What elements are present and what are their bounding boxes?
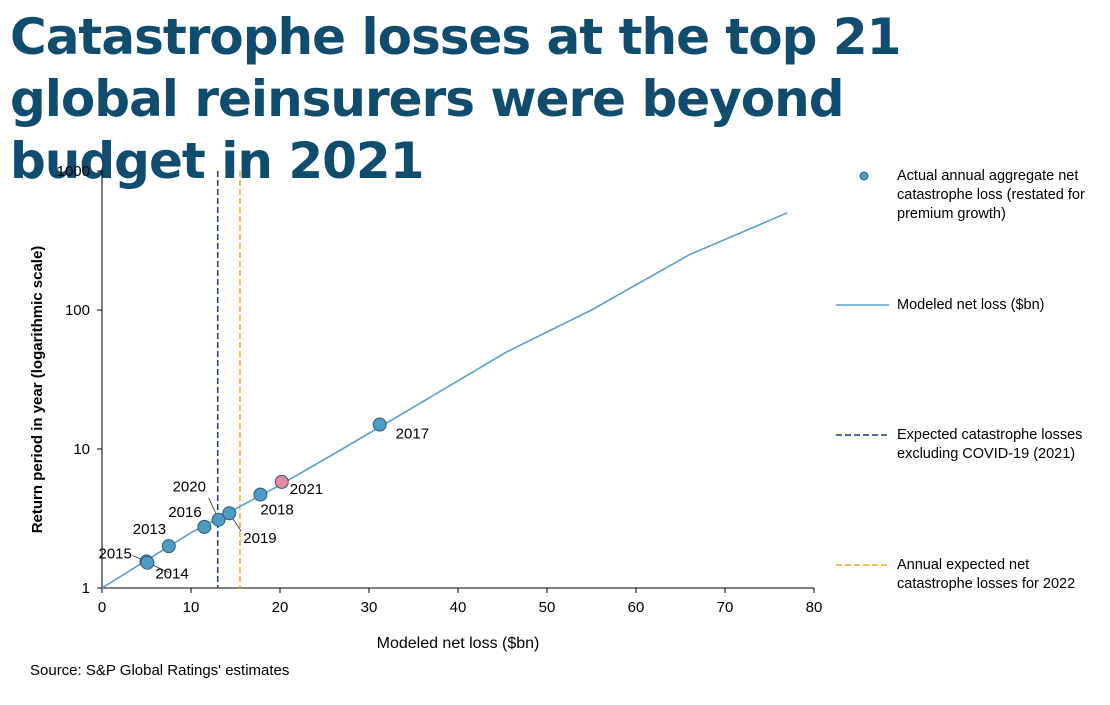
x-tick-label: 10 — [183, 599, 200, 616]
data-point-2016 — [197, 519, 212, 534]
x-tick-label: 30 — [361, 599, 378, 616]
x-tick-label: 20 — [272, 599, 289, 616]
data-point-2019 — [222, 506, 237, 521]
legend-points-label: Actual annual aggregate net catastrophe … — [897, 168, 1085, 222]
data-point-2013 — [161, 539, 176, 554]
point-label-2013: 2013 — [133, 521, 166, 538]
point-label-2019: 2019 — [243, 530, 276, 547]
x-tick-label: 50 — [539, 599, 556, 616]
x-axis-title: Modeled net loss ($bn) — [377, 635, 540, 652]
data-point-2017 — [372, 417, 387, 432]
data-point-2021 — [274, 474, 289, 489]
y-tick-label: 100 — [65, 302, 90, 319]
point-label-2017: 2017 — [396, 426, 429, 443]
source-note: Source: S&P Global Ratings' estimates — [30, 662, 290, 679]
point-label-2018: 2018 — [260, 502, 293, 519]
point-label-2016: 2016 — [168, 504, 201, 521]
legend-point-marker — [859, 171, 869, 181]
point-label-2015: 2015 — [99, 546, 132, 563]
point-label-2021: 2021 — [290, 481, 323, 498]
data-point-2020 — [211, 512, 226, 527]
x-tick-label: 70 — [717, 599, 734, 616]
y-axis-title: Return period in year (logarithmic scale… — [29, 246, 46, 534]
y-tick-label: 10 — [73, 441, 90, 458]
legend-line-label: Modeled net loss ($bn) — [897, 297, 1045, 313]
y-tick-label: 1 — [82, 580, 90, 597]
y-tick-label: 1000 — [57, 163, 90, 180]
x-tick-label: 60 — [628, 599, 645, 616]
legend-vline-2022-label: Annual expected net catastrophe losses f… — [897, 557, 1076, 592]
point-label-2014: 2014 — [155, 566, 188, 583]
data-point-2014 — [140, 555, 155, 570]
x-tick-label: 0 — [98, 599, 106, 616]
x-tick-label: 80 — [806, 599, 823, 616]
x-tick-label: 40 — [450, 599, 467, 616]
legend-vline-2021-label: Expected catastrophe losses excluding CO… — [897, 427, 1083, 462]
data-point-2018 — [253, 487, 268, 502]
page-title: Catastrophe losses at the top 21 global … — [10, 8, 901, 190]
point-label-2020: 2020 — [173, 479, 206, 496]
